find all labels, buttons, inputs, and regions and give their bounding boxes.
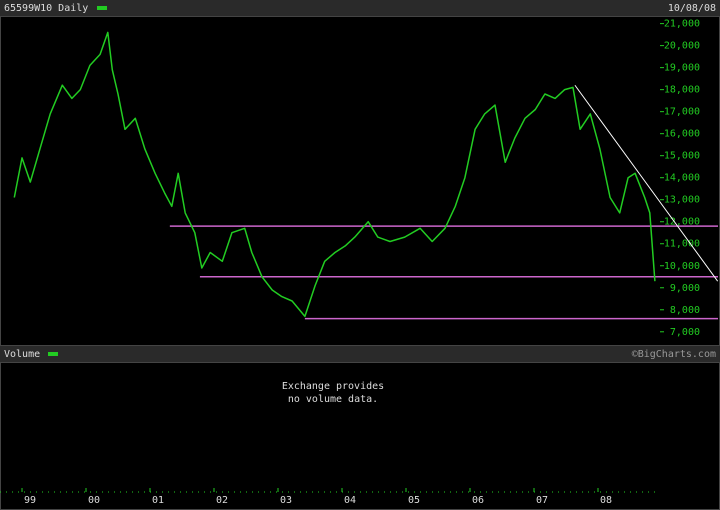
x-tick-label: 03 xyxy=(280,495,292,506)
legend-swatch xyxy=(97,6,107,10)
y-tick-label: 10,000 xyxy=(664,261,700,272)
x-tick-label: 01 xyxy=(152,495,164,506)
y-tick-label: 13,000 xyxy=(664,195,700,206)
x-tick-label: 08 xyxy=(600,495,612,506)
y-tick-label: 19,000 xyxy=(664,63,700,74)
x-tick-label: 00 xyxy=(88,495,100,506)
y-tick-label: 11,000 xyxy=(664,239,700,250)
x-tick-label: 02 xyxy=(216,495,228,506)
y-tick-label: 17,000 xyxy=(664,107,700,118)
y-tick-label: 12,000 xyxy=(664,217,700,228)
x-tick-label: 07 xyxy=(536,495,548,506)
trend-line xyxy=(574,84,719,282)
header-bar xyxy=(0,0,720,16)
price-line xyxy=(13,31,656,318)
date: 10/08/08 xyxy=(668,3,716,14)
y-tick-label: 16,000 xyxy=(664,129,700,140)
y-tick-label: 7,000 xyxy=(670,327,700,338)
y-tick-label: 21,000 xyxy=(664,19,700,30)
y-tick-label: 9,000 xyxy=(670,283,700,294)
y-tick-label: 18,000 xyxy=(664,85,700,96)
legend-swatch xyxy=(48,352,58,356)
y-tick-label: 8,000 xyxy=(670,305,700,316)
series-name: 65599W10 Daily xyxy=(4,3,88,14)
volume-message: Exchange provides xyxy=(282,381,384,392)
x-tick-label: 06 xyxy=(472,495,484,506)
x-tick-label: 99 xyxy=(24,495,36,506)
volume-title: Volume xyxy=(4,349,40,360)
x-tick-label: 05 xyxy=(408,495,420,506)
y-tick-label: 15,000 xyxy=(664,151,700,162)
volume-header-bar xyxy=(0,346,720,362)
y-tick-label: 20,000 xyxy=(664,41,700,52)
x-tick-label: 04 xyxy=(344,495,356,506)
volume-message: no volume data. xyxy=(288,394,378,405)
credit: ©BigCharts.com xyxy=(632,349,716,360)
y-tick-label: 14,000 xyxy=(664,173,700,184)
